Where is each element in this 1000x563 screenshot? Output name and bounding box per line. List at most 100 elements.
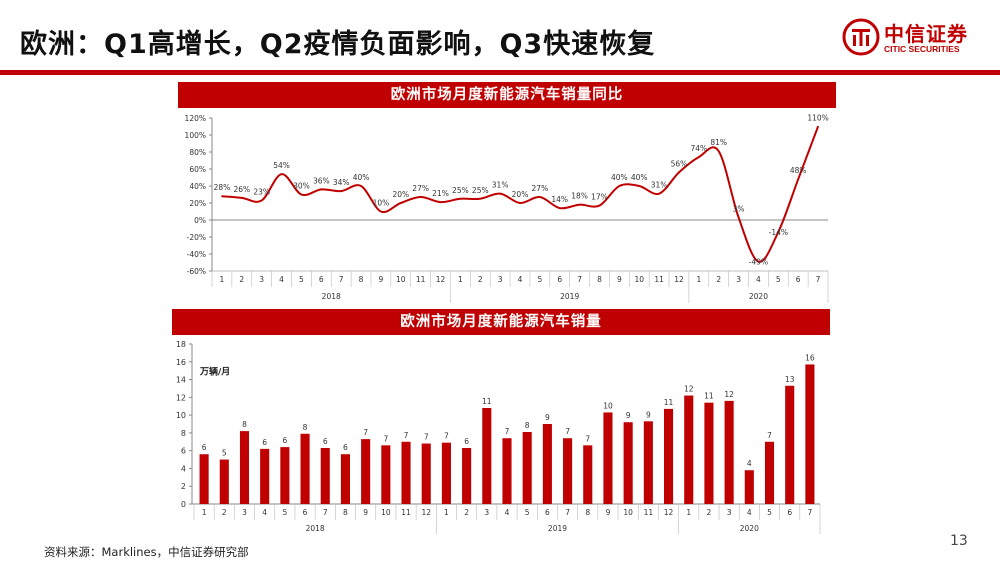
sales-data-label: 8 [525, 421, 530, 430]
sales-data-label: 9 [626, 411, 631, 420]
x-tick-label: 8 [359, 275, 364, 284]
x-tick-label: 5 [767, 508, 772, 517]
x-tick-label: 2 [222, 508, 227, 517]
sales-data-label: 6 [262, 438, 267, 447]
yoy-data-point [519, 202, 521, 204]
x-tick-label: 4 [505, 508, 510, 517]
x-tick-label: 10 [634, 275, 644, 284]
sales-bar [805, 364, 815, 504]
year-label: 2019 [560, 292, 579, 301]
yoy-data-label: 3% [733, 204, 745, 213]
sales-bar [300, 433, 310, 504]
x-tick-label: 9 [606, 508, 611, 517]
x-tick-label: 12 [674, 275, 684, 284]
y-tick-label: 0 [181, 500, 186, 509]
logo-name-cn: 中信证券 [884, 22, 968, 46]
x-tick-label: 2 [464, 508, 469, 517]
x-tick-label: 3 [498, 275, 503, 284]
sales-bar [502, 438, 512, 504]
yoy-data-label: 40% [631, 173, 648, 182]
sales-bar [462, 448, 472, 504]
yoy-data-point [638, 185, 641, 187]
yoy-data-label: 26% [233, 185, 250, 194]
sales-data-label: 8 [242, 420, 247, 429]
yoy-data-point [658, 192, 660, 195]
x-tick-label: 9 [363, 508, 368, 517]
sales-data-label: 9 [545, 413, 550, 422]
x-tick-label: 4 [279, 275, 284, 284]
yoy-data-point [777, 231, 780, 233]
sales-data-label: 6 [343, 443, 348, 452]
sales-bar [340, 454, 350, 504]
sales-bar [563, 438, 573, 504]
sales-bar [522, 432, 532, 504]
x-tick-label: 12 [436, 275, 446, 284]
yoy-data-label: 36% [313, 176, 330, 185]
yoy-data-point [499, 192, 501, 195]
sales-data-label: 11 [664, 398, 674, 407]
sales-bar [583, 445, 593, 504]
yoy-data-point [419, 196, 422, 198]
sales-bar [199, 454, 209, 504]
yoy-data-label: 40% [353, 173, 370, 182]
x-tick-label: 1 [686, 508, 691, 517]
sales-bar [744, 470, 754, 504]
yoy-data-point [360, 185, 362, 187]
x-tick-label: 11 [401, 508, 411, 517]
yoy-data-label: 110% [807, 114, 828, 123]
x-tick-label: 6 [787, 508, 792, 517]
sales-data-label: 8 [303, 423, 308, 432]
yoy-data-point [479, 197, 482, 200]
x-tick-label: 8 [597, 275, 602, 284]
yoy-data-label: 23% [253, 187, 270, 196]
x-tick-label: 3 [484, 508, 489, 517]
sales-data-label: 4 [747, 459, 752, 468]
sales-bar [421, 443, 431, 504]
x-tick-label: 1 [696, 275, 701, 284]
year-label: 2019 [548, 524, 567, 533]
x-tick-label: 7 [577, 275, 582, 284]
yoy-data-label: 48% [790, 166, 807, 175]
logo-name-en: CITIC SECURITIES [884, 44, 960, 54]
sales-data-label: 10 [603, 401, 613, 410]
yoy-data-label: 27% [412, 184, 429, 193]
year-label: 2020 [749, 292, 768, 301]
x-tick-label: 9 [617, 275, 622, 284]
yoy-data-point [578, 203, 581, 206]
yoy-data-label: 28% [214, 183, 231, 192]
x-tick-label: 5 [299, 275, 304, 284]
sales-data-label: 7 [444, 432, 449, 441]
yoy-data-point [300, 193, 303, 196]
x-tick-label: 4 [756, 275, 761, 284]
x-tick-label: 3 [242, 508, 247, 517]
sales-bar [785, 385, 795, 504]
yoy-data-label: 40% [611, 173, 628, 182]
year-label: 2018 [306, 524, 325, 533]
x-tick-label: 2 [239, 275, 244, 284]
y-tick-label: -20% [187, 233, 206, 242]
yoy-data-point [678, 171, 680, 174]
x-tick-label: 6 [545, 508, 550, 517]
unit-label: 万辆/月 [199, 366, 230, 378]
yoy-data-point [698, 156, 700, 158]
title-divider [0, 70, 1000, 75]
y-tick-label: -60% [187, 267, 206, 276]
yoy-data-label: 74% [691, 144, 708, 153]
y-tick-label: 40% [189, 182, 206, 191]
y-tick-label: 8 [181, 429, 186, 438]
x-tick-label: 6 [303, 508, 308, 517]
sales-data-label: 7 [363, 428, 368, 437]
y-tick-label: 12 [176, 393, 186, 402]
x-tick-label: 11 [644, 508, 654, 517]
yoy-data-point [280, 173, 283, 175]
y-tick-label: -40% [187, 250, 206, 259]
x-tick-label: 6 [319, 275, 324, 284]
sales-data-label: 7 [767, 431, 772, 440]
yoy-data-label: 18% [571, 192, 588, 201]
yoy-data-point [221, 195, 223, 197]
yoy-data-label: 27% [532, 184, 549, 193]
sales-bar [401, 441, 411, 504]
x-tick-label: 4 [262, 508, 267, 517]
yoy-data-label: 20% [512, 190, 529, 199]
